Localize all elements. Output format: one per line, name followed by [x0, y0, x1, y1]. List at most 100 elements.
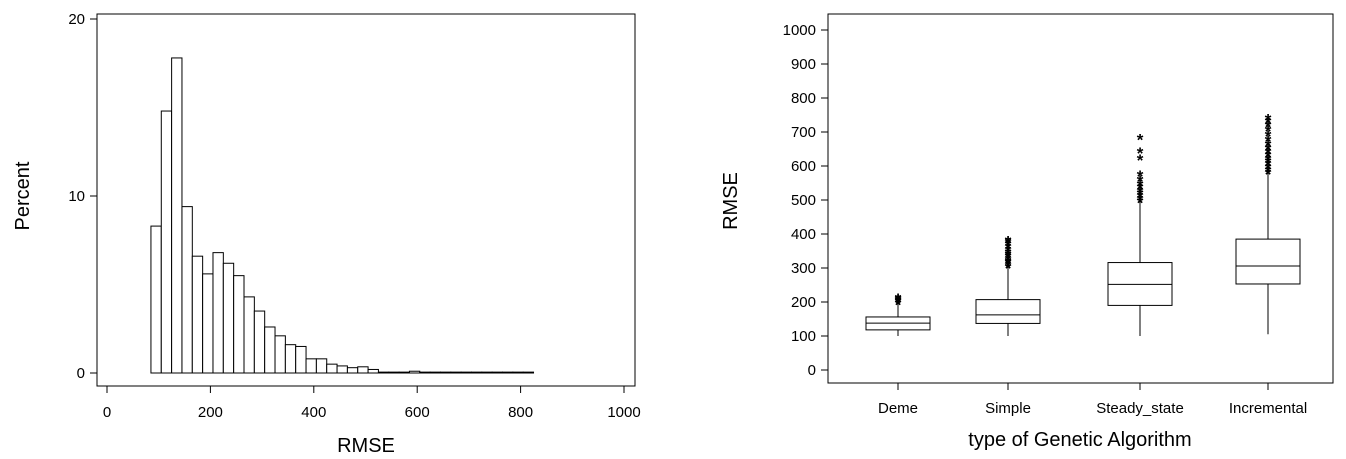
boxplot-y-tick-label: 600: [791, 158, 816, 175]
histogram-bar: [388, 371, 400, 374]
box-steady-state: ************: [1107, 130, 1173, 336]
histogram-bar: [357, 366, 369, 374]
histogram-bar: [202, 273, 214, 374]
outlier-point: *: [1005, 239, 1012, 258]
outlier-point: *: [1265, 132, 1272, 151]
outlier-point: *: [1005, 251, 1012, 270]
histogram-bar: [181, 206, 193, 374]
boxplot-x-tick-label: Incremental: [1229, 400, 1307, 417]
histogram-y-tick-label: 0: [77, 365, 85, 382]
boxplot-y-tick-label: 100: [791, 328, 816, 345]
histogram-x-tick-label: 200: [198, 404, 223, 421]
box-incremental: ****************: [1235, 111, 1301, 335]
histogram-y-axis: 0 10 20: [68, 11, 97, 382]
histogram-bar: [367, 368, 379, 374]
outlier-point: *: [1137, 172, 1144, 191]
outlier-point: *: [1265, 141, 1272, 160]
histogram-y-axis-label: Percent: [12, 161, 34, 230]
histogram-bar: [377, 371, 390, 374]
boxplot-x-tick-label: Deme: [878, 400, 918, 417]
histogram-bar: [243, 296, 255, 374]
boxplot-y-tick-label: 400: [791, 226, 816, 243]
histogram-x-tick-label: 800: [508, 404, 533, 421]
outlier-point: *: [1137, 180, 1144, 199]
boxplot-y-tick-label: 300: [791, 260, 816, 277]
outlier-point: *: [1005, 255, 1012, 274]
histogram-bar: [315, 358, 328, 374]
histogram-bar: [460, 371, 472, 374]
histogram-bar: [160, 110, 173, 374]
outlier-point: *: [1265, 165, 1272, 184]
outlier-point: *: [1005, 242, 1012, 261]
box-deme: *****: [865, 290, 931, 336]
boxplot-y-tick-label: 500: [791, 192, 816, 209]
histogram-bar: [522, 371, 535, 374]
box-simple: *************: [975, 232, 1041, 336]
boxplot-y-tick-label: 0: [808, 362, 816, 379]
outlier-point: *: [1265, 117, 1272, 136]
boxplot-x-tick-label: Steady_state: [1096, 400, 1184, 417]
outlier-point: *: [895, 293, 902, 312]
histogram-bar: [450, 371, 462, 374]
histogram-bar: [429, 371, 441, 374]
histogram-bar: [305, 358, 317, 374]
outlier-point: *: [1265, 159, 1272, 178]
histogram-x-tick-label: 1000: [607, 404, 640, 421]
boxplot-y-tick-label: 1000: [783, 22, 816, 39]
histogram-bar: [481, 371, 493, 374]
boxplot-y-tick-label: 900: [791, 56, 816, 73]
outlier-point: *: [895, 295, 902, 314]
histogram-bars: [150, 57, 535, 374]
outlier-point: *: [1265, 137, 1272, 156]
histogram-bar: [470, 371, 483, 374]
histogram-bar: [295, 345, 307, 374]
outlier-point: *: [1265, 113, 1272, 132]
outlier-point: *: [1005, 249, 1012, 268]
histogram-x-axis-label: RMSE: [337, 435, 395, 457]
boxplot-y-axis-label: RMSE: [720, 172, 742, 230]
outlier-point: *: [1137, 193, 1144, 212]
histogram-bar: [274, 335, 286, 374]
boxplot-x-axis-label: type of Genetic Algorithm: [968, 429, 1191, 451]
outlier-point: *: [1265, 111, 1272, 130]
interquartile-box: [1235, 238, 1301, 285]
histogram-bar: [439, 371, 452, 374]
histogram-y-tick-label: 10: [68, 188, 85, 205]
histogram-x-axis: 0 200 400 600 800 1000: [103, 386, 641, 421]
histogram-bar: [346, 367, 359, 374]
boxplot-x-axis: Deme Simple Steady_state Incremental: [878, 383, 1307, 417]
outlier-point: *: [1005, 244, 1012, 263]
histogram-x-tick-label: 600: [405, 404, 430, 421]
histogram-bar: [502, 371, 514, 374]
outlier-point: *: [1137, 130, 1144, 149]
outlier-point: *: [1005, 253, 1012, 272]
outlier-point: *: [1265, 127, 1272, 146]
outlier-point: *: [1137, 167, 1144, 186]
histogram-bar: [264, 326, 276, 374]
histogram-bar: [408, 370, 421, 374]
histogram-bar: [326, 363, 338, 374]
histogram-bar: [222, 262, 235, 374]
outlier-point: *: [1137, 188, 1144, 207]
outlier-point: *: [1005, 232, 1012, 251]
outlier-point: *: [1137, 185, 1144, 204]
outlier-point: *: [1137, 176, 1144, 195]
outlier-point: *: [1265, 156, 1272, 175]
histogram-x-tick-label: 400: [301, 404, 326, 421]
boxplot-y-axis: 0 100 200 300 400 500 600 700 800 900 1000: [783, 22, 828, 379]
boxplot-boxes: ****************************************…: [865, 111, 1301, 336]
outlier-point: *: [895, 290, 902, 309]
outlier-point: *: [1137, 183, 1144, 202]
histogram-x-tick-label: 0: [103, 404, 111, 421]
histogram-plot-frame: [96, 13, 636, 387]
histogram-bar: [212, 252, 224, 374]
outlier-point: *: [1005, 236, 1012, 255]
outlier-point: *: [1005, 247, 1012, 266]
interquartile-box: [975, 299, 1041, 324]
boxplot-y-tick-label: 200: [791, 294, 816, 311]
boxplot-y-tick-label: 800: [791, 90, 816, 107]
histogram-bar: [150, 225, 162, 374]
histogram-bar: [253, 310, 266, 374]
histogram-bar: [512, 371, 524, 374]
